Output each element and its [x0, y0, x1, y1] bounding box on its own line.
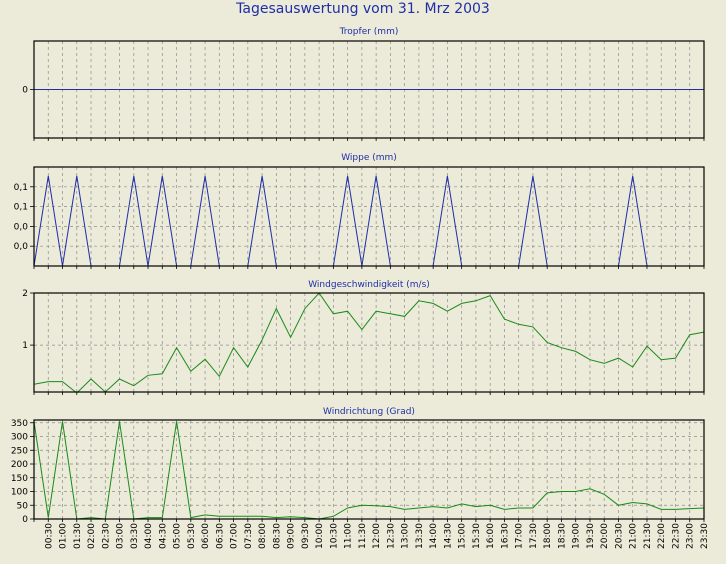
plot-area: [34, 293, 704, 392]
x-tick-label: 02:00: [87, 523, 97, 549]
y-tick-label: 0,0: [14, 222, 29, 232]
series-line-1: [33, 292, 705, 394]
x-tick-label: 00:30: [44, 523, 54, 549]
x-tick-label: 03:30: [130, 523, 140, 549]
x-tick-label: 04:00: [144, 523, 154, 549]
x-tick-label: 04:30: [158, 523, 168, 549]
y-tick-label: 300: [11, 433, 28, 443]
x-tick-label: 05:00: [173, 523, 183, 549]
chart-title: Windgeschwindigkeit (m/s): [308, 280, 430, 290]
x-tick-label: 12:30: [386, 523, 396, 549]
x-tick-label: 16:00: [486, 523, 496, 549]
y-tick-label: 1: [22, 341, 28, 351]
y-tick-label: 0,0: [14, 242, 29, 252]
x-tick-label: 10:00: [315, 523, 325, 549]
chart-title: Wippe (mm): [341, 153, 397, 163]
x-tick-label: 01:00: [59, 523, 69, 549]
x-tick-label: 11:00: [344, 523, 354, 549]
chart-title: Windrichtung (Grad): [323, 407, 415, 417]
x-tick-label: 18:00: [543, 523, 553, 549]
x-tick-label: 16:30: [500, 523, 510, 549]
x-tick-label: 17:30: [529, 523, 539, 549]
x-tick-label: 19:00: [572, 523, 582, 549]
plot-frame: [33, 292, 705, 393]
x-tick-label: 09:00: [287, 523, 297, 549]
y-tick-label: 50: [17, 501, 29, 511]
x-tick-label: 23:00: [686, 523, 696, 549]
y-tick-label: 100: [11, 488, 28, 498]
chart-panel-3: Windgeschwindigkeit (m/s) 1 2: [22, 280, 705, 395]
x-tick-label: 15:00: [458, 523, 468, 549]
chart-panel-4: Windrichtung (Grad) 0 50 100 150 200 250 300 350: [11, 407, 705, 525]
x-tick-label: 07:00: [230, 523, 240, 549]
x-tick-label: 03:00: [116, 523, 126, 549]
chart-panel-2: Wippe (mm) 0,0 0,0 0,1 0,1: [14, 153, 705, 269]
x-tick-label: 22:00: [657, 523, 667, 549]
x-tick-label: 05:30: [187, 523, 197, 549]
x-tick-label: 14:30: [443, 523, 453, 549]
y-tick-label: 250: [11, 446, 28, 456]
x-tick-label: 11:30: [358, 523, 368, 549]
x-tick-label: 20:00: [600, 523, 610, 549]
y-tick-label: 0,1: [14, 203, 28, 213]
x-tick-label: 14:00: [429, 523, 439, 549]
plot-frame: [33, 40, 705, 139]
page-title: Tagesauswertung vom 31. Mrz 2003: [236, 1, 490, 17]
x-tick-label: 08:30: [272, 523, 282, 549]
plot-frame: [33, 166, 705, 267]
x-tick-label: 17:00: [515, 523, 525, 549]
y-tick-label: 0,1: [14, 183, 28, 193]
plot-frame: [33, 419, 705, 520]
x-tick-label: 18:30: [557, 523, 567, 549]
x-tick-label: 09:30: [301, 523, 311, 549]
x-tick-label: 08:00: [258, 523, 268, 549]
x-tick-label: 06:30: [215, 523, 225, 549]
chart-panel-1: Tropfer (mm) 0: [22, 27, 705, 141]
x-tick-label: 19:30: [586, 523, 596, 549]
x-tick-label: 12:00: [372, 523, 382, 549]
x-tick-label: 10:30: [329, 523, 339, 549]
x-tick-label: 15:30: [472, 523, 482, 549]
chart-title: Tropfer (mm): [339, 27, 399, 37]
x-tick-label: 21:30: [643, 523, 653, 549]
series-line-1: [33, 421, 705, 520]
x-tick-label: 21:00: [629, 523, 639, 549]
x-tick-label: 02:30: [101, 523, 111, 549]
y-tick-label: 2: [22, 289, 28, 299]
y-tick-label: 200: [11, 460, 28, 470]
y-tick-label: 150: [11, 474, 28, 484]
x-tick-label: 23:30: [700, 523, 710, 549]
x-tick-label: 22:30: [671, 523, 681, 549]
x-tick-label: 07:30: [244, 523, 254, 549]
y-tick-label: 350: [11, 419, 28, 429]
y-tick-label: 0: [22, 86, 28, 96]
x-tick-label: 13:00: [401, 523, 411, 549]
x-tick-label: 20:30: [614, 523, 624, 549]
x-tick-label: 06:00: [201, 523, 211, 549]
y-tick-label: 0: [22, 515, 28, 525]
plot-area: [34, 420, 704, 519]
x-tick-label: 01:30: [73, 523, 83, 549]
x-tick-label: 13:30: [415, 523, 425, 549]
